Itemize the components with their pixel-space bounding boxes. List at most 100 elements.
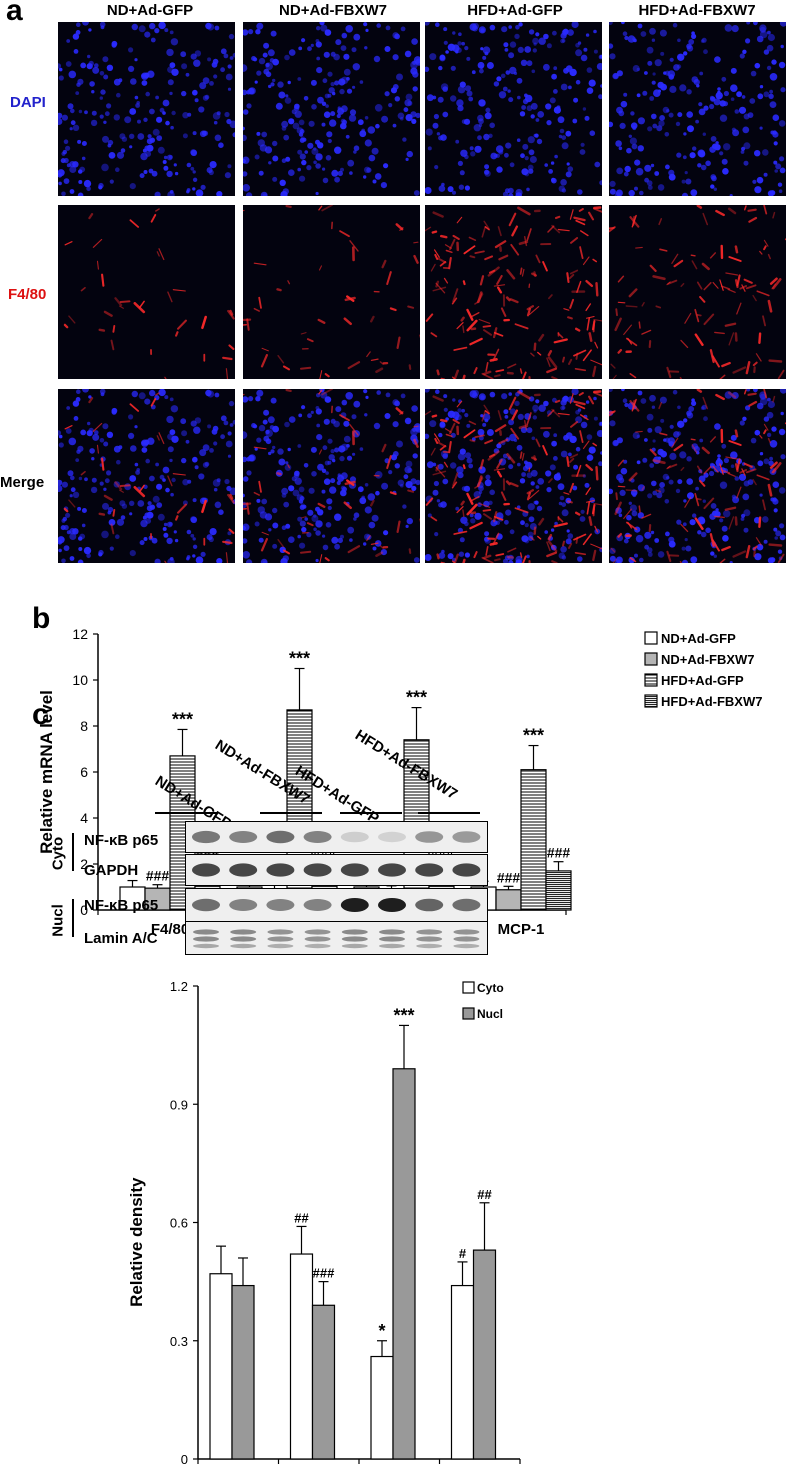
y-axis-label: Relative mRNA level bbox=[37, 690, 56, 854]
y-tick-label: 0 bbox=[80, 902, 88, 918]
blot-band bbox=[229, 899, 258, 911]
bar-Nucl-4 bbox=[472, 1249, 497, 1460]
blot-band bbox=[453, 943, 480, 949]
micrograph-merge-4 bbox=[609, 389, 786, 563]
y-tick-label: 0.6 bbox=[170, 1216, 188, 1231]
category-label: MCP-1 bbox=[498, 921, 545, 938]
micrograph-dapi-3 bbox=[425, 22, 602, 196]
blot-band bbox=[415, 898, 444, 912]
blot-band bbox=[416, 936, 443, 942]
blot-band bbox=[267, 943, 294, 949]
blot-band bbox=[304, 943, 331, 949]
blot-band bbox=[415, 831, 444, 843]
significance-label: *** bbox=[289, 649, 310, 669]
blot-band bbox=[303, 831, 332, 843]
blot-band bbox=[229, 831, 258, 843]
blot-band bbox=[193, 936, 219, 942]
blot-band-label-nucl-p65: NF-κB p65 bbox=[84, 897, 159, 914]
bar-HFD+Ad-GFP-MCP-1 bbox=[520, 769, 547, 911]
blot-band bbox=[379, 936, 405, 942]
blot-band bbox=[378, 898, 406, 912]
blot-band bbox=[452, 863, 481, 877]
blot-band-label-gapdh: GAPDH bbox=[84, 862, 139, 879]
panel-a-col-header-4: HFD+Ad-FBXW7 bbox=[638, 2, 756, 19]
panel-c-letter: c bbox=[32, 698, 49, 731]
blot-band bbox=[416, 943, 443, 949]
blot-band bbox=[267, 929, 294, 935]
blot-band bbox=[229, 863, 258, 877]
y-tick-label: 2 bbox=[80, 856, 88, 872]
blot-band-label-cyto-p65: NF-κB p65 bbox=[84, 832, 159, 849]
bar-Cyto-2 bbox=[289, 1253, 314, 1460]
blot-band bbox=[452, 898, 481, 912]
blot-band bbox=[230, 929, 257, 935]
legend-label: HFD+Ad-FBXW7 bbox=[661, 694, 762, 709]
blot-gapdh bbox=[185, 854, 488, 886]
panel-a-letter: a bbox=[6, 0, 23, 27]
blot-band bbox=[267, 936, 294, 942]
panel-a-col-header-1: ND+Ad-GFP bbox=[106, 2, 194, 19]
blot-group-label-nucl: Nucl bbox=[49, 904, 67, 937]
blot-band bbox=[230, 936, 257, 942]
blot-band bbox=[341, 936, 368, 942]
blot-cyto-p65 bbox=[185, 821, 488, 853]
legend-swatch bbox=[462, 1007, 475, 1020]
y-tick-label: 10 bbox=[72, 672, 88, 688]
significance-label: ### bbox=[497, 869, 521, 885]
blot-band bbox=[304, 936, 331, 942]
panel-a-row-label-merge: Merge bbox=[0, 474, 45, 491]
micrograph-dapi-2 bbox=[243, 22, 420, 196]
y-tick-label: 8 bbox=[80, 718, 88, 734]
legend-label: Nucl bbox=[477, 1007, 503, 1021]
legend-label: ND+Ad-GFP bbox=[661, 631, 736, 646]
micrograph-f480-4 bbox=[609, 205, 786, 379]
y-tick-label: 0.3 bbox=[170, 1334, 188, 1349]
legend-label: ND+Ad-FBXW7 bbox=[661, 652, 755, 667]
blot-band bbox=[378, 831, 406, 843]
legend-swatch bbox=[644, 673, 658, 687]
blot-band bbox=[341, 943, 368, 949]
panel-a-col-header-2: ND+Ad-FBXW7 bbox=[279, 2, 387, 19]
bar-Nucl-2 bbox=[311, 1304, 336, 1460]
significance-label: *** bbox=[523, 726, 544, 746]
micrograph-f480-3 bbox=[425, 205, 602, 379]
blot-band bbox=[266, 863, 295, 877]
blot-band bbox=[340, 863, 369, 877]
significance-label: # bbox=[459, 1246, 467, 1261]
significance-label: ### bbox=[313, 1266, 335, 1281]
bar-Cyto-1 bbox=[209, 1273, 233, 1460]
blot-band bbox=[340, 898, 369, 912]
significance-label: *** bbox=[172, 709, 193, 729]
panel-a-col-header-3: HFD+Ad-GFP bbox=[467, 2, 563, 19]
legend-label: HFD+Ad-GFP bbox=[661, 673, 744, 688]
blot-band bbox=[192, 830, 220, 844]
blot-group-bar-cyto bbox=[72, 833, 74, 871]
blot-band bbox=[416, 929, 443, 935]
blot-sample-underline bbox=[340, 812, 402, 814]
blot-band bbox=[304, 929, 331, 935]
blot-sample-underline bbox=[155, 812, 217, 814]
micrograph-merge-2 bbox=[243, 389, 420, 563]
y-tick-label: 6 bbox=[80, 764, 88, 780]
blot-band bbox=[303, 899, 332, 911]
blot-band bbox=[340, 831, 369, 843]
blot-band bbox=[453, 936, 480, 942]
micrograph-merge-3 bbox=[425, 389, 602, 563]
micrograph-f480-1 bbox=[58, 205, 235, 379]
y-tick-label: 0 bbox=[181, 1452, 188, 1465]
y-axis-label: Relative density bbox=[127, 1177, 146, 1307]
significance-label: ## bbox=[477, 1187, 492, 1202]
significance-label: * bbox=[378, 1321, 385, 1341]
bar-Cyto-4 bbox=[450, 1284, 475, 1460]
panel-a-row-label-dapi: DAPI bbox=[10, 94, 46, 111]
panel-a-row-label-f4-80: F4/80 bbox=[8, 286, 47, 303]
blot-band bbox=[303, 863, 332, 877]
blot-band bbox=[230, 943, 257, 949]
blot-band bbox=[379, 929, 405, 935]
bar-Cyto-3 bbox=[370, 1355, 394, 1460]
micrograph-f480-2 bbox=[243, 205, 420, 379]
blot-sample-underline bbox=[260, 812, 322, 814]
bar-ND+Ad-FBXW7-MCP-1 bbox=[495, 889, 522, 911]
legend-swatch bbox=[644, 652, 658, 666]
category-label: F4/80 bbox=[151, 921, 189, 938]
